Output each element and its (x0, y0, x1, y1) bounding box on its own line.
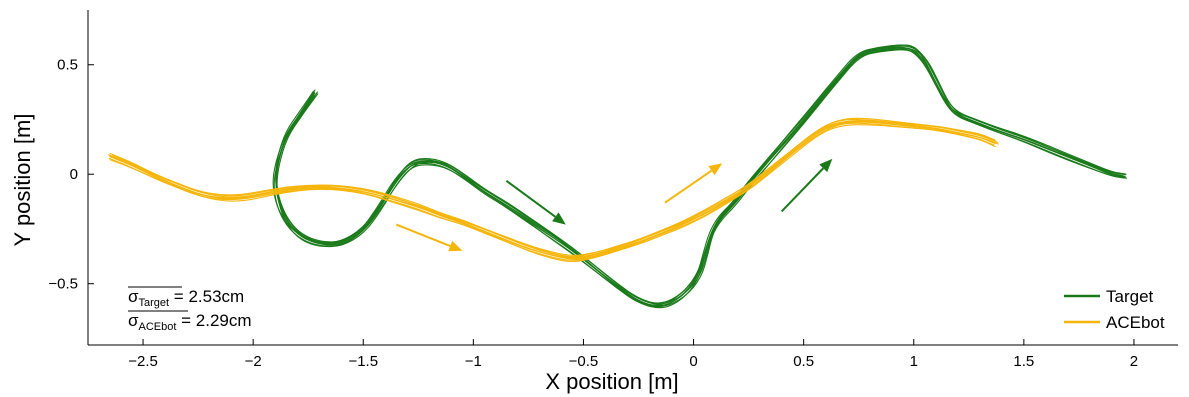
sigma-subscript-acebot: ACEbot (139, 321, 177, 333)
plot-lines (108, 44, 1128, 309)
legend: Target ACEbot (1064, 287, 1165, 332)
y-tick-label: 0.5 (57, 57, 78, 74)
trajectory-trace (109, 124, 996, 262)
direction-arrow-shaft (505, 179, 556, 218)
x-tick-label: 0 (689, 353, 697, 370)
x-axis-title: X position [m] (545, 369, 678, 394)
trajectory-trace (276, 49, 1128, 309)
x-tick-label: −2 (245, 353, 262, 370)
sigma-symbol-target: σ (128, 287, 139, 306)
sigma-value-acebot: = 2.29cm (176, 311, 251, 330)
direction-arrow-shaft (780, 167, 824, 213)
direction-arrow-shaft (664, 169, 713, 204)
trajectory-trace (109, 117, 996, 256)
x-tick-label: −0.5 (569, 353, 599, 370)
trajectory-trace (108, 118, 996, 258)
annotation-target: σTarget = 2.53cm (128, 287, 244, 309)
x-ticks: −2.5 −2 −1.5 −1 −0.5 0 0.5 1 1.5 2 (128, 339, 1138, 370)
x-tick-label: 2 (1130, 353, 1138, 370)
legend-label-target: Target (1106, 287, 1154, 306)
legend-label-acebot: ACEbot (1106, 313, 1165, 332)
x-tick-label: 0.5 (793, 353, 814, 370)
x-tick-label: −1.5 (348, 353, 378, 370)
direction-arrow-head (708, 163, 723, 176)
x-tick-label: 1.5 (1013, 353, 1034, 370)
y-tick-label: −0.5 (48, 276, 78, 293)
y-axis-title: Y position [m] (10, 114, 35, 247)
direction-arrow-head (552, 212, 566, 225)
direction-arrow-shaft (395, 223, 451, 247)
sigma-subscript-target: Target (139, 297, 170, 309)
x-tick-label: −1 (465, 353, 482, 370)
trajectory-trace (109, 120, 995, 259)
direction-arrow-head (448, 240, 463, 252)
y-tick-label: 0 (70, 166, 78, 183)
direction-arrows (395, 158, 833, 252)
trajectory-trace (276, 47, 1126, 308)
series-acebot (108, 117, 1000, 262)
annotation-acebot: σACEbot = 2.29cm (128, 311, 252, 333)
trajectory-trace (272, 46, 1124, 306)
series-target (272, 44, 1128, 309)
direction-arrow-head (819, 158, 833, 173)
sigma-annotations: σTarget = 2.53cm σACEbot = 2.29cm (128, 286, 252, 333)
x-tick-label: 1 (910, 353, 918, 370)
x-tick-label: −2.5 (128, 353, 158, 370)
sigma-symbol-acebot: σ (128, 311, 139, 330)
y-ticks: 0.5 0 −0.5 (48, 57, 94, 293)
trajectory-trace (275, 44, 1127, 304)
sigma-value-target: = 2.53cm (169, 287, 244, 306)
